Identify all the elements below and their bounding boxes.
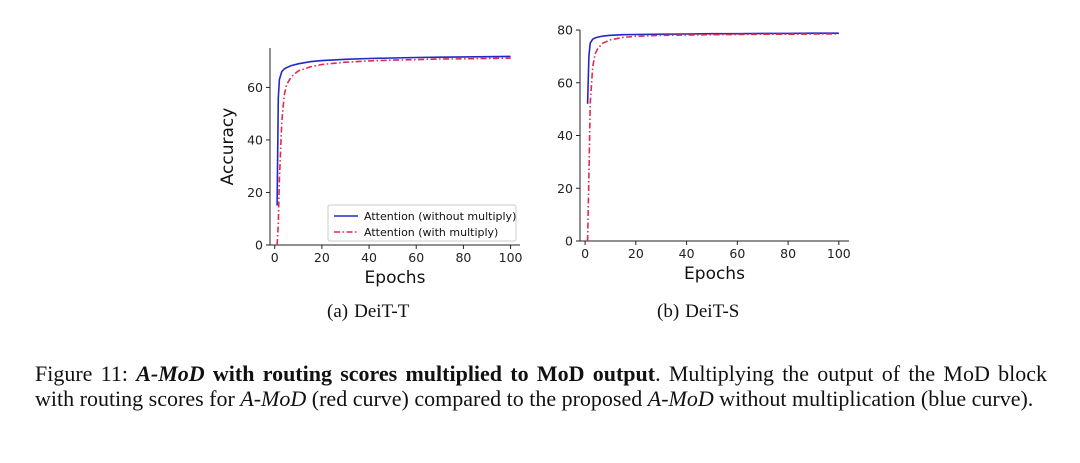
subcaption-a: (a) DeiT-T xyxy=(327,301,409,323)
y-tick-label: 60 xyxy=(557,75,573,90)
x-tick-label: 80 xyxy=(780,246,796,261)
y-tick-label: 80 xyxy=(557,23,573,38)
plot-area: 0 20 40 60 80 100 0 20 40 60 Epochs Accuracy Attenti… xyxy=(218,48,523,288)
y-tick-label: 40 xyxy=(247,132,263,147)
y-tick-label: 20 xyxy=(247,185,263,200)
chart-deit-s: 0 20 40 60 80 100 0 20 40 60 80 Epochs xyxy=(557,23,851,285)
legend-box xyxy=(327,204,517,242)
y-axis-label: Accuracy xyxy=(218,108,238,186)
series-line-without-multiply xyxy=(276,55,511,206)
figure-caption: Figure 11: A-MoD with routing scores mul… xyxy=(35,361,1047,411)
caption-italic2: A-MoD xyxy=(647,386,714,411)
y-tick-label: 0 xyxy=(255,238,263,253)
series-line-with-multiply xyxy=(586,33,839,242)
x-tick-label: 20 xyxy=(314,250,330,265)
x-tick-label: 40 xyxy=(361,250,377,265)
chart-deit-t: 0 20 40 60 80 100 0 20 40 60 Epochs Accuracy Attenti… xyxy=(218,48,523,288)
x-tick-label: 80 xyxy=(455,250,471,265)
y-tick-label: 20 xyxy=(557,181,573,196)
legend-label-without-multiply: Attention (without multiply) xyxy=(364,210,516,223)
x-tick-label: 40 xyxy=(679,246,695,261)
x-axis-label: Epochs xyxy=(365,268,426,288)
subcaption-b: (b) DeiT-S xyxy=(657,301,739,323)
y-tick-label: 40 xyxy=(557,128,573,143)
caption-part3: without multiplication (blue curve). xyxy=(713,386,1034,411)
legend: Attention (without multiply) Attention (w… xyxy=(327,204,517,242)
series-line-with-multiply xyxy=(276,57,511,246)
series-line-without-multiply xyxy=(586,32,839,104)
x-tick-label: 100 xyxy=(499,250,523,265)
caption-italic1: A-MoD xyxy=(240,386,307,411)
x-tick-label: 60 xyxy=(408,250,424,265)
x-axis-label: Epochs xyxy=(684,264,745,284)
subcaption-b-text: DeiT-S xyxy=(685,301,740,322)
subcaption-a-text: DeiT-T xyxy=(354,301,410,322)
x-tick-label: 100 xyxy=(827,246,851,261)
x-tick-label: 60 xyxy=(729,246,745,261)
subcaption-b-label: (b) xyxy=(657,301,680,322)
x-tick-label: 0 xyxy=(271,250,279,265)
caption-bold-italic: A-MoD xyxy=(136,361,205,386)
caption-part2: (red curve) compared to the proposed xyxy=(306,386,648,411)
y-tick-label: 60 xyxy=(247,80,263,95)
plot-area: 0 20 40 60 80 100 0 20 40 60 80 Epochs xyxy=(557,23,851,285)
y-tick-label: 0 xyxy=(565,234,573,249)
subcaption-a-label: (a) xyxy=(327,301,349,322)
x-tick-label: 0 xyxy=(581,246,589,261)
legend-label-with-multiply: Attention (with multiply) xyxy=(364,226,498,239)
caption-bold: with routing scores multiplied to MoD ou… xyxy=(204,361,656,386)
caption-prefix: Figure 11: xyxy=(35,361,137,386)
x-tick-label: 20 xyxy=(628,246,644,261)
caption-part1: . Multiplying the output of the MoD bloc… xyxy=(35,361,1047,411)
